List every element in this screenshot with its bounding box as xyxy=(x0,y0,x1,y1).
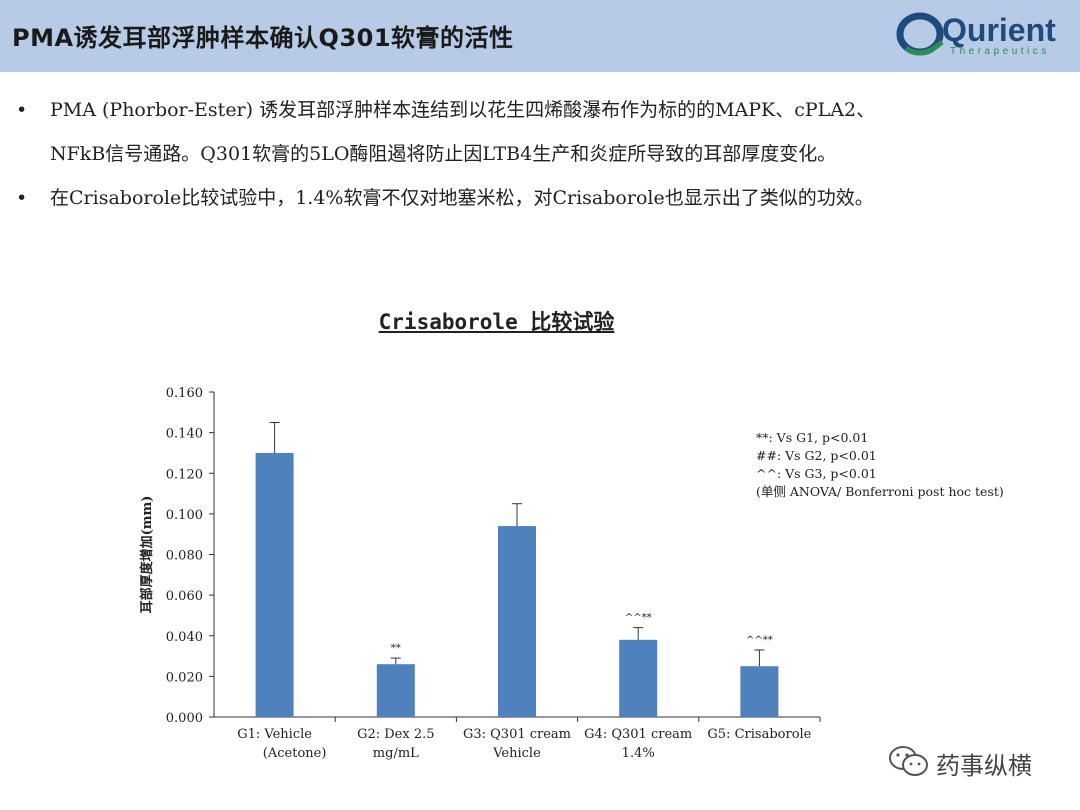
bar xyxy=(498,526,536,717)
y-tick-label: 0.120 xyxy=(166,467,203,482)
significance-label: ** xyxy=(391,643,401,654)
x-tick-label: G2: Dex 2.5 xyxy=(357,727,434,742)
bullet-item: • PMA (Phorbor-Ester) 诱发耳部浮肿样本连结到以花生四烯酸瀑… xyxy=(14,88,1074,176)
bar xyxy=(740,666,779,717)
x-tick-label: 1.4% xyxy=(622,746,655,761)
company-logo: Qurient Therapeutics xyxy=(896,8,1076,66)
y-tick-label: 0.080 xyxy=(166,549,203,564)
bar xyxy=(619,639,658,717)
watermark: 药事纵横 xyxy=(888,744,1032,780)
chart-title: Crisaborole 比较试验 xyxy=(378,310,615,334)
y-tick-label: 0.020 xyxy=(166,670,203,685)
y-axis-label: 耳部厚度增加(mm) xyxy=(139,496,155,614)
title-bar: PMA诱发耳部浮肿样本确认Q301软膏的活性 Qurient Therapeut… xyxy=(0,0,1080,72)
watermark-text: 药事纵横 xyxy=(936,752,1032,780)
bar xyxy=(255,452,294,717)
legend-note: **: Vs G1, p<0.01 xyxy=(756,430,868,445)
logo-swoosh-icon xyxy=(896,12,944,56)
y-tick-label: 0.100 xyxy=(166,508,203,523)
logo-wordmark: Qurient xyxy=(942,12,1056,48)
y-tick-label: 0.040 xyxy=(166,630,203,645)
bar xyxy=(376,664,415,717)
y-tick-label: 0.060 xyxy=(166,589,203,604)
y-tick-label: 0.140 xyxy=(166,427,203,442)
x-tick-label: (Acetone) xyxy=(263,746,327,761)
x-tick-label: G5: Crisaborole xyxy=(707,727,811,742)
page-title: PMA诱发耳部浮肿样本确认Q301软膏的活性 xyxy=(12,24,514,52)
x-tick-label: G1: Vehicle xyxy=(237,727,312,742)
bullet-list: • PMA (Phorbor-Ester) 诱发耳部浮肿样本连结到以花生四烯酸瀑… xyxy=(14,88,1074,220)
bullet-marker: • xyxy=(16,187,28,209)
x-tick-label: G3: Q301 cream xyxy=(463,727,571,742)
y-tick-label: 0.160 xyxy=(166,386,203,401)
wechat-icon xyxy=(889,746,928,776)
bullet-marker: • xyxy=(16,99,28,121)
bullet-item: • 在Crisaborole比较试验中，1.4%软膏不仅对地塞米松，对Crisa… xyxy=(14,176,1074,220)
significance-label: ^^** xyxy=(625,613,652,624)
bullet-text: PMA (Phorbor-Ester) 诱发耳部浮肿样本连结到以花生四烯酸瀑布作… xyxy=(50,99,876,121)
legend-note: ##: Vs G2, p<0.01 xyxy=(756,448,877,463)
bullet-text: NFkB信号通路。Q301软膏的5LO酶阻遏将防止因LTB4生产和炎症所导致的耳… xyxy=(50,143,837,165)
bullet-text: 在Crisaborole比较试验中，1.4%软膏不仅对地塞米松，对Crisabo… xyxy=(50,187,874,209)
y-tick-label: 0.000 xyxy=(166,711,203,726)
x-tick-label: G4: Q301 cream xyxy=(584,727,692,742)
x-tick-label: mg/mL xyxy=(373,746,419,761)
legend-note: ^^: Vs G3, p<0.01 xyxy=(756,466,877,481)
significance-label: ^^** xyxy=(746,635,773,646)
x-tick-label: Vehicle xyxy=(492,746,541,761)
legend-note: (单侧 ANOVA/ Bonferroni post hoc test) xyxy=(756,484,1004,499)
logo-tagline: Therapeutics xyxy=(950,46,1050,57)
